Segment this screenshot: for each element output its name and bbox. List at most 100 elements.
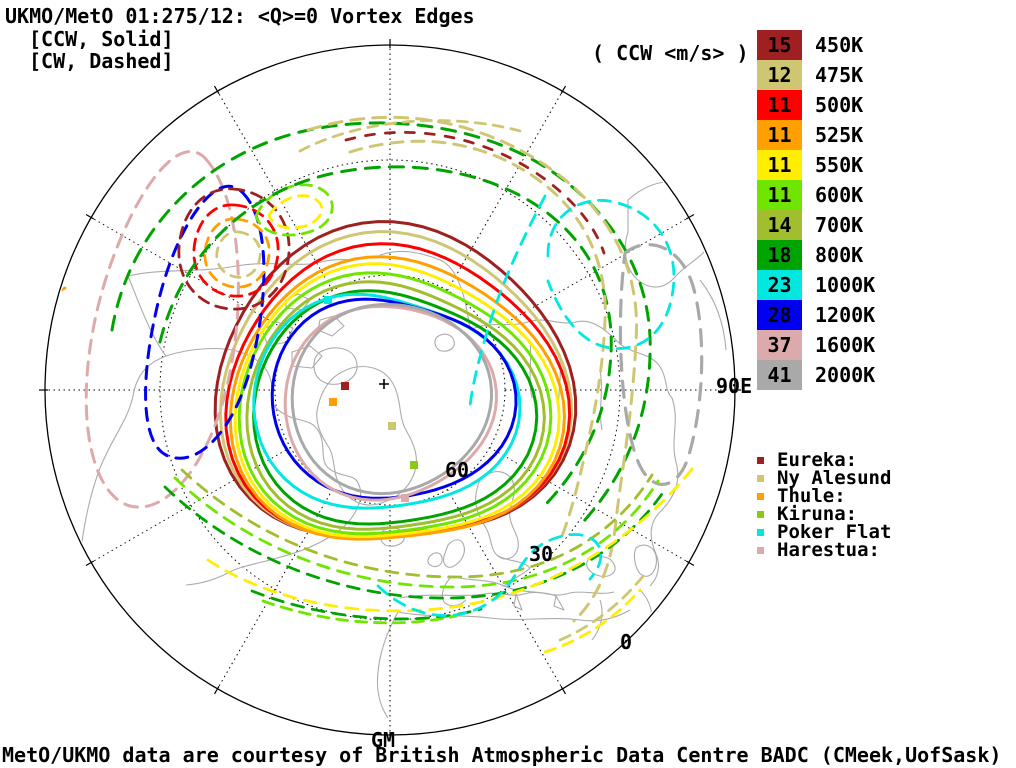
meridian-line <box>447 90 563 291</box>
contour-dashed-600K <box>47 170 100 264</box>
label-gm: GM <box>371 728 395 752</box>
coast-siberia <box>469 319 679 587</box>
legend-level-label: 800K <box>815 243 864 267</box>
legend-level-label: 450K <box>815 33 864 57</box>
coast-beaufort <box>127 257 362 277</box>
meridian-line <box>90 217 291 333</box>
contour-solid-525K <box>228 255 566 541</box>
legend-level-label: 1600K <box>815 333 876 357</box>
contour-solid-1600K <box>283 304 498 502</box>
station-marker-harestua <box>401 494 409 502</box>
station-name: Eureka: <box>777 449 858 471</box>
contour-dashed-600K <box>173 476 660 589</box>
contour-dashed-1000K <box>376 533 603 618</box>
legend-row: 11 500K <box>757 90 875 120</box>
contour-dashed-475K <box>306 115 639 623</box>
legend-row: 41 2000K <box>757 360 875 390</box>
contour-dashed-550K <box>267 194 324 230</box>
station-row: Eureka: <box>757 449 891 471</box>
legend-color-swatch: 37 <box>757 330 802 360</box>
legend-level-label: 600K <box>815 183 864 207</box>
station-color-swatch <box>757 493 764 500</box>
legend-row: 15 450K <box>757 30 875 60</box>
legend-level-label: 475K <box>815 63 864 87</box>
contour-dashed-475K <box>348 139 607 543</box>
contour-dashed-600K <box>261 599 458 625</box>
contour-dashed-800K <box>110 121 652 523</box>
legend-row: 11 600K <box>757 180 875 210</box>
station-name: Ny Alesund <box>777 467 892 489</box>
label-lat-0: 0 <box>620 630 632 654</box>
contour-dashed-1600K <box>84 150 240 509</box>
label-lat-60: 60 <box>445 458 469 482</box>
legend-color-swatch: 11 <box>757 180 802 210</box>
meridian-line <box>489 447 690 563</box>
legend-color-swatch: 18 <box>757 240 802 270</box>
station-name: Poker Flat <box>777 521 892 543</box>
coast-north-america-west <box>77 275 167 589</box>
legend-color-swatch: 11 <box>757 120 802 150</box>
legend-row: 14 700K <box>757 210 875 240</box>
legend-level-label: 1000K <box>815 273 876 297</box>
legend-level-label: 550K <box>815 153 864 177</box>
coast-black-caspian <box>586 544 657 577</box>
legend-row: 12 475K <box>757 60 875 90</box>
station-row: Poker Flat <box>757 521 892 543</box>
legend-color-swatch: 28 <box>757 300 802 330</box>
contour-dashed-475K <box>558 568 650 642</box>
legend-header: ( CCW <m/s> ) <box>592 41 749 65</box>
station-marker-eureka <box>341 382 349 390</box>
station-color-swatch <box>757 529 764 536</box>
contour-dashed-700K <box>180 468 654 579</box>
coast-arctic-archipelago <box>261 293 345 369</box>
contour-dashed-1000K <box>468 194 547 408</box>
station-markers <box>324 296 418 502</box>
coast-north-america-east <box>165 348 362 586</box>
station-color-swatch <box>757 475 764 482</box>
station-name: Thule: <box>777 485 846 507</box>
meridian-line <box>447 489 563 690</box>
plot-title: UKMO/MetO 01:275/12: <Q>=0 Vortex Edges <box>5 4 475 28</box>
contour-dashed-525K <box>47 286 67 335</box>
contour-dashed-450K <box>344 130 606 255</box>
label-lat-30: 30 <box>529 542 553 566</box>
contour-solid-550K <box>233 262 561 539</box>
legend-color-swatch: 11 <box>757 150 802 180</box>
station-row: Harestua: <box>757 539 891 561</box>
station-color-swatch <box>757 547 764 554</box>
contour-dashed-450K <box>177 187 291 311</box>
label-90e: 90E <box>716 374 752 398</box>
legend-level-label: 2000K <box>815 363 876 387</box>
legend-row: 11 525K <box>757 120 875 150</box>
contour-solid-800K <box>252 289 539 526</box>
coast-scandinavia <box>475 471 519 560</box>
contour-dashed-600K <box>254 183 334 237</box>
contour-solid-600K <box>237 271 553 536</box>
meridian-tick <box>85 560 95 567</box>
legend-color-swatch: 14 <box>757 210 802 240</box>
graticule <box>39 39 741 741</box>
contour-dashed-475K <box>298 119 522 153</box>
contour-dashed-1000K <box>546 198 676 350</box>
meridian-line <box>489 217 690 333</box>
vortex-contours <box>47 115 704 654</box>
map-labels: 90E 60 30 0 GM <box>371 374 752 752</box>
coast-british-isles <box>427 539 465 568</box>
meridian-tick <box>560 685 567 695</box>
credit-line: MetO/UKMO data are courtesy of British A… <box>2 743 1002 767</box>
meridian-tick <box>560 85 567 95</box>
coast-chukotka <box>624 180 727 351</box>
contour-dashed-550K <box>206 467 694 613</box>
meridian-line <box>217 90 333 291</box>
contour-dashed-525K <box>203 217 271 289</box>
station-row: Kiruna: <box>757 503 891 525</box>
meridian-tick <box>213 85 220 95</box>
legend-color-swatch: 11 <box>757 90 802 120</box>
subtitle-ccw-solid: [CCW, Solid] <box>29 27 174 51</box>
legend-row: 37 1600K <box>757 330 875 360</box>
coast-iberia <box>441 575 467 607</box>
station-name: Kiruna: <box>777 503 858 525</box>
meridian-line <box>217 489 333 690</box>
legend-level-label: 700K <box>815 213 864 237</box>
contour-dashed-550K <box>543 588 642 654</box>
